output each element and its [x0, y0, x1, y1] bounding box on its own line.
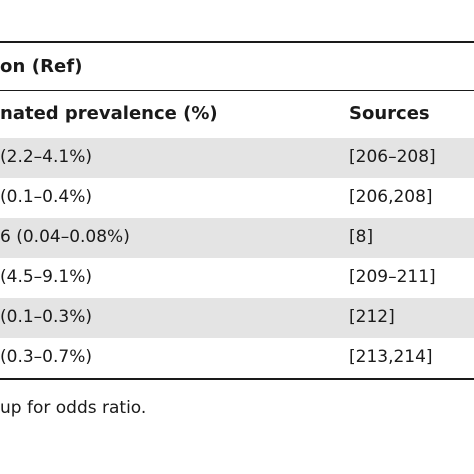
prevalence-cell: 6 (0.04–0.08%)	[0, 227, 130, 247]
table-row: (4.5–9.1%) [209–211]	[0, 258, 474, 298]
table-top-rule	[0, 41, 474, 43]
sources-cell: [206–208]	[349, 147, 436, 167]
column-header-sources: Sources	[349, 103, 430, 124]
prevalence-cell: (4.5–9.1%)	[0, 267, 92, 287]
table-row: (2.2–4.1%) [206–208]	[0, 138, 474, 178]
prevalence-cell: (0.3–0.7%)	[0, 347, 92, 367]
header-rule	[0, 90, 474, 91]
table-row: (0.1–0.3%) [212]	[0, 298, 474, 338]
table-bottom-rule	[0, 378, 474, 380]
table-row: 6 (0.04–0.08%) [8]	[0, 218, 474, 258]
sources-cell: [212]	[349, 307, 395, 327]
prevalence-cell: (2.2–4.1%)	[0, 147, 92, 167]
table-footnote: up for odds ratio.	[0, 398, 147, 418]
prevalence-cell: (0.1–0.4%)	[0, 187, 92, 207]
prevalence-cell: (0.1–0.3%)	[0, 307, 92, 327]
sources-cell: [8]	[349, 227, 374, 247]
sources-cell: [209–211]	[349, 267, 436, 287]
column-header-prevalence: nated prevalence (%)	[0, 103, 218, 124]
sources-cell: [213,214]	[349, 347, 433, 367]
table-header-row: nated prevalence (%) Sources	[0, 91, 474, 138]
sources-cell: [206,208]	[349, 187, 433, 207]
table-row: (0.1–0.4%) [206,208]	[0, 178, 474, 218]
table-row: (0.3–0.7%) [213,214]	[0, 338, 474, 378]
table-caption: on (Ref)	[0, 56, 83, 77]
